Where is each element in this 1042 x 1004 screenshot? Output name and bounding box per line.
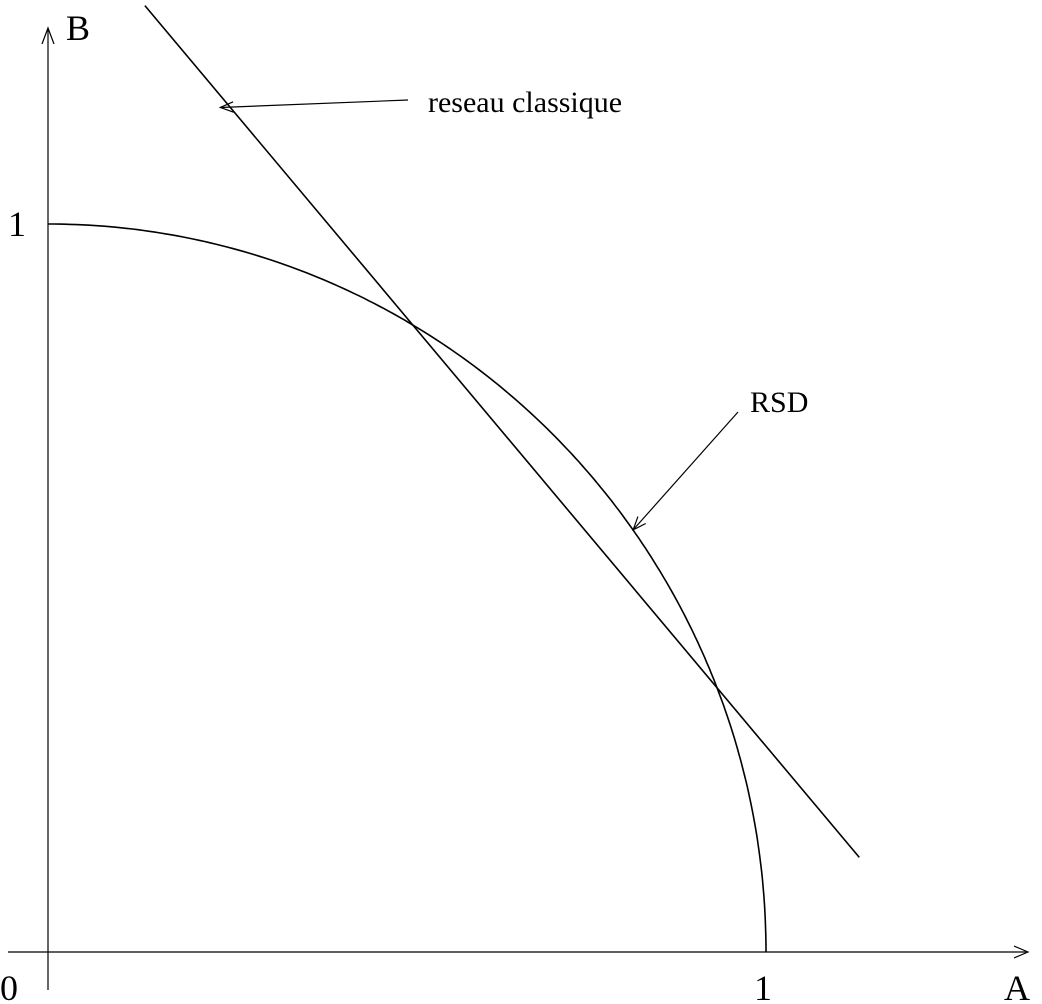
series-line-reseau-classique [144,5,860,858]
x-tick-label-1: 1 [754,968,772,1004]
y-axis [41,26,55,990]
y-axis-arrowhead [41,26,55,45]
annotation-arrowhead [632,516,646,532]
annotation-rsd: RSD [632,386,808,532]
annotation-pointer-line [220,99,409,109]
annotation-arrowhead [218,101,234,113]
y-axis-label: B [66,8,90,48]
annotation-text-reseau-classique: reseau classique [428,86,622,119]
x-axis [8,945,1030,959]
annotation-reseau-classique: reseau classique [218,86,622,119]
x-axis-label: A [1004,968,1030,1004]
annotation-text-rsd: RSD [750,386,808,419]
annotation-pointer-line [632,411,739,531]
x-tick-label-0: 0 [0,968,18,1004]
y-tick-label-1: 1 [8,204,26,244]
x-axis-arrowhead [1013,945,1030,959]
series-curve-rsd [48,223,767,952]
